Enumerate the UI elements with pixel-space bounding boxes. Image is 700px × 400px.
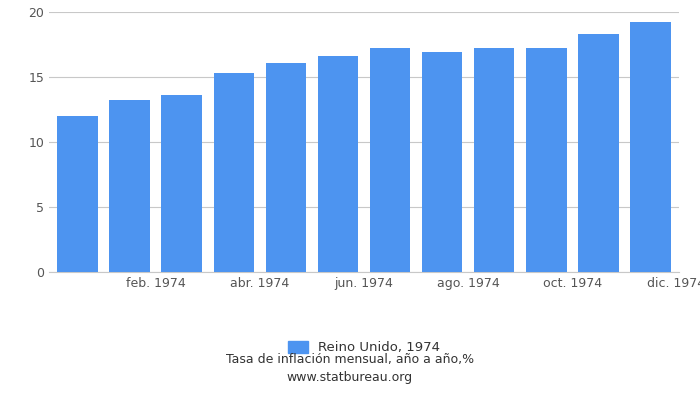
Bar	[162, 95, 202, 272]
Bar	[422, 52, 463, 272]
Bar	[474, 48, 514, 272]
Bar	[630, 22, 671, 272]
Bar	[57, 116, 98, 272]
Bar	[578, 34, 619, 272]
Bar	[214, 73, 254, 272]
Bar	[526, 48, 566, 272]
Legend: Reino Unido, 1974: Reino Unido, 1974	[283, 336, 445, 360]
Text: www.statbureau.org: www.statbureau.org	[287, 372, 413, 384]
Text: Tasa de inflación mensual, año a año,%: Tasa de inflación mensual, año a año,%	[226, 354, 474, 366]
Bar	[109, 100, 150, 272]
Bar	[265, 63, 306, 272]
Bar	[318, 56, 358, 272]
Bar	[370, 48, 410, 272]
